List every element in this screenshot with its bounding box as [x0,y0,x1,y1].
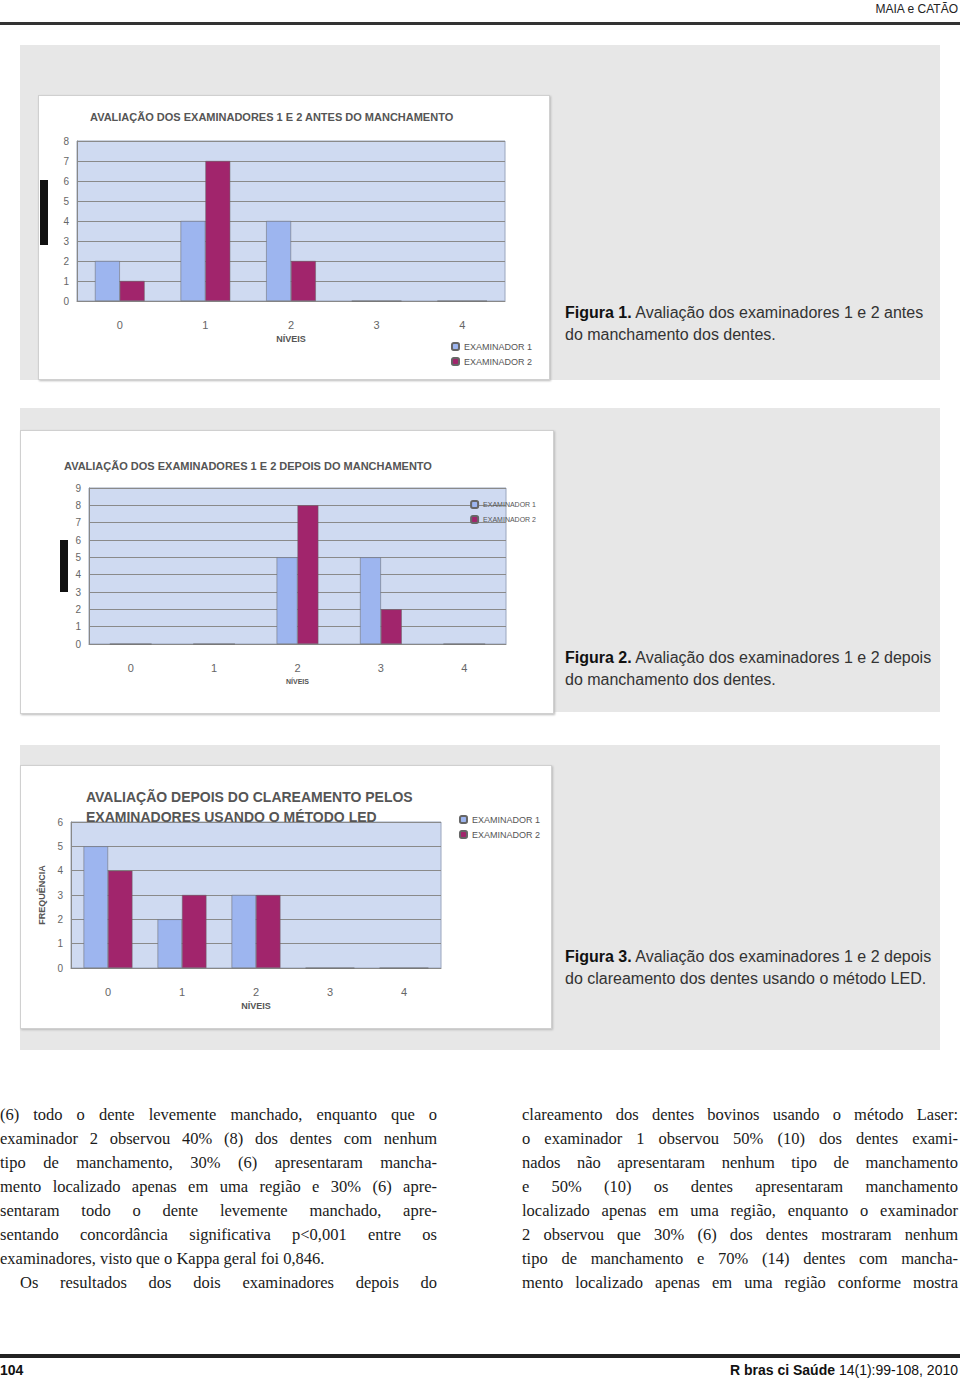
svg-text:0: 0 [57,963,63,974]
svg-text:5: 5 [63,196,69,207]
svg-text:NÍVEIS: NÍVEIS [241,1001,271,1011]
svg-text:1: 1 [179,986,185,998]
svg-text:EXAMINADORES USANDO O MÉTODO L: EXAMINADORES USANDO O MÉTODO LED [86,809,377,825]
svg-text:6: 6 [57,817,63,828]
svg-text:1: 1 [75,621,81,632]
html-text:tipo de manchamento, 30% (6) a: tipo de manchamento, 30% (6) apresentara… [0,1153,437,1172]
html-text:sentaram todo o dente levement: sentaram todo o dente levemente manchado… [0,1201,437,1220]
svg-text:0: 0 [63,296,69,307]
svg-text:4: 4 [63,216,69,227]
svg-text:2: 2 [288,319,294,331]
html-text:Figura 2. Avaliação dos examin: Figura 2. Avaliação dos examinadores 1 e… [565,649,932,688]
html-text:sentando concordância signific: sentando concordância significativa p<0,… [0,1225,437,1244]
svg-text:EXAMINADOR 1: EXAMINADOR 1 [464,342,532,352]
svg-text:FREQUÊNCIA: FREQUÊNCIA [36,865,47,925]
html-text:(6) todo o dente levemente man: (6) todo o dente levemente manchado, enq… [0,1105,437,1124]
svg-text:9: 9 [75,483,81,494]
html-text:o examinador 1 observou 50% (1: o examinador 1 observou 50% (10) dos den… [522,1129,958,1148]
svg-text:2: 2 [294,662,300,674]
svg-text:7: 7 [75,517,81,528]
svg-text:6: 6 [75,535,81,546]
svg-text:EXAMINADOR 2: EXAMINADOR 2 [483,516,536,523]
html-text:clareamento dos dentes bovinos: clareamento dos dentes bovinos usando o … [522,1105,958,1124]
html-text:R bras ci Saúde 14(1):99-108,: R bras ci Saúde 14(1):99-108, 2010 [730,1362,958,1378]
svg-text:3: 3 [75,587,81,598]
svg-text:8: 8 [75,500,81,511]
svg-text:3: 3 [374,319,380,331]
svg-text:2: 2 [57,914,63,925]
svg-text:AVALIAÇÃO DOS EXAMINADORES 1 E: AVALIAÇÃO DOS EXAMINADORES 1 E 2 ANTES D… [90,111,454,123]
svg-text:NÍVEIS: NÍVEIS [286,677,309,685]
svg-text:NÍVEIS: NÍVEIS [276,334,306,344]
html-text:examinador 2 observou 40% (8): examinador 2 observou 40% (8) dos dentes… [0,1129,437,1148]
svg-text:0: 0 [117,319,123,331]
svg-text:4: 4 [75,569,81,580]
svg-text:1: 1 [63,276,69,287]
svg-text:EXAMINADOR 1: EXAMINADOR 1 [472,815,540,825]
svg-text:5: 5 [57,841,63,852]
svg-text:3: 3 [57,890,63,901]
html-text:Figura 1. Avaliação dos examin: Figura 1. Avaliação dos examinadores 1 e… [565,304,924,343]
svg-text:1: 1 [211,662,217,674]
svg-text:0: 0 [105,986,111,998]
svg-text:1: 1 [202,319,208,331]
svg-text:3: 3 [378,662,384,674]
svg-text:EXAMINADOR 2: EXAMINADOR 2 [464,357,532,367]
html-text:2 observou que 30% (6) dos den: 2 observou que 30% (6) dos dentes mostra… [522,1225,958,1244]
html-text:tipo de manchamento e 70% (14): tipo de manchamento e 70% (14) dentes co… [522,1249,958,1268]
svg-text:EXAMINADOR 1: EXAMINADOR 1 [483,501,536,508]
svg-text:5: 5 [75,552,81,563]
svg-text:4: 4 [461,662,467,674]
svg-text:6: 6 [63,176,69,187]
svg-text:0: 0 [75,639,81,650]
html-text:mento localizado apenas em uma: mento localizado apenas em uma região e … [0,1177,437,1196]
svg-text:8: 8 [63,136,69,147]
svg-text:2: 2 [253,986,259,998]
svg-text:3: 3 [63,236,69,247]
svg-text:2: 2 [63,256,69,267]
html-text:examinadores, visto que o Kapp: examinadores, visto que o Kappa geral fo… [0,1249,325,1268]
html-text:104: 104 [0,1362,24,1378]
svg-text:0: 0 [128,662,134,674]
html-text:e 50% (10) os dentes apresenta: e 50% (10) os dentes apresentaram mancha… [522,1177,958,1196]
svg-text:EXAMINADOR 2: EXAMINADOR 2 [472,830,540,840]
html-text:Figura 3. Avaliação dos examin: Figura 3. Avaliação dos examinadores 1 e… [565,948,932,987]
html-text:MAIA e CATÃO: MAIA e CATÃO [875,2,958,16]
html-text:localizado apenas em uma regiã: localizado apenas em uma região, enquant… [522,1201,958,1220]
html-text:nados não apresentaram nenhum: nados não apresentaram nenhum tipo de ma… [522,1153,958,1172]
svg-text:4: 4 [57,865,63,876]
html-text:mento localizado apenas em uma: mento localizado apenas em uma região co… [522,1273,958,1292]
svg-text:AVALIAÇÃO DEPOIS DO CLAREAMENT: AVALIAÇÃO DEPOIS DO CLAREAMENTO PELOS [86,788,417,805]
svg-text:2: 2 [75,604,81,615]
svg-text:3: 3 [327,986,333,998]
svg-text:7: 7 [63,156,69,167]
svg-text:4: 4 [459,319,465,331]
svg-text:AVALIAÇÃO DOS EXAMINADORES 1 E: AVALIAÇÃO DOS EXAMINADORES 1 E 2 DEPOIS … [64,460,432,472]
svg-text:4: 4 [401,986,407,998]
html-text:Os resultados dos dois examina: Os resultados dos dois examinadores depo… [20,1273,437,1292]
svg-text:1: 1 [57,938,63,949]
